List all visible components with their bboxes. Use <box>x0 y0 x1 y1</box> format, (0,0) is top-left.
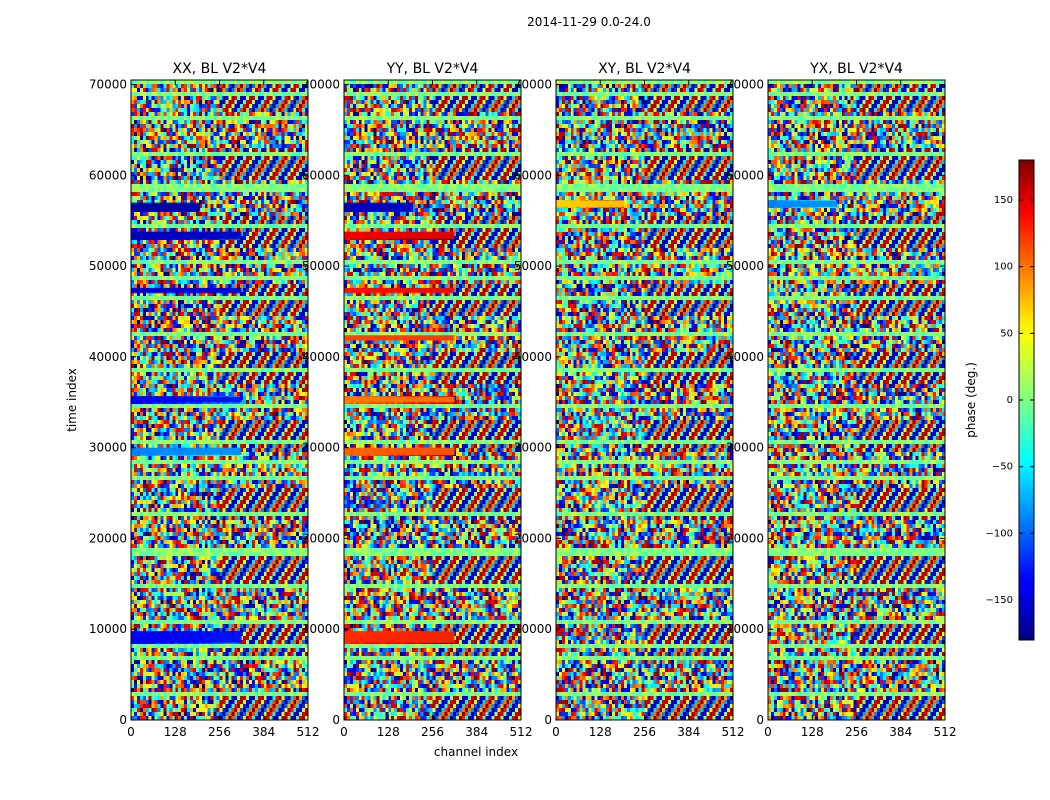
colorbar-tick-label: −50 <box>992 462 1013 473</box>
y-tick-label: 60000 <box>514 168 552 182</box>
y-tick-label: 70000 <box>514 78 552 92</box>
y-tick-label: 10000 <box>89 622 127 636</box>
coherent-band <box>344 335 455 341</box>
panel: YY, BL V2*V4 0 128 256 384 512 0 10000 20000 3000… <box>302 61 533 739</box>
colorbar-tick-label: −150 <box>986 595 1013 606</box>
x-tick-label: 384 <box>677 725 700 739</box>
x-tick-label: 256 <box>633 725 656 739</box>
y-tick-label: 20000 <box>726 531 764 545</box>
y-tick-label: 10000 <box>726 622 764 636</box>
colorbar-tick-label: 150 <box>994 195 1013 206</box>
y-tick-label: 0 <box>756 713 764 727</box>
colorbar-tick-label: −100 <box>986 528 1013 539</box>
panel: YX, BL V2*V4 0 128 256 384 512 0 10000 20000 3000… <box>726 61 957 739</box>
panel-title: YX, BL V2*V4 <box>809 61 903 77</box>
coherent-band <box>131 231 242 239</box>
y-tick-label: 70000 <box>726 78 764 92</box>
colorbar-tick-label: 50 <box>1000 328 1013 339</box>
coherent-band <box>344 447 455 455</box>
coherent-band <box>344 202 414 212</box>
coherent-band <box>131 202 201 212</box>
y-tick-label: 30000 <box>514 441 552 455</box>
y-tick-label: 40000 <box>89 350 127 364</box>
x-tick-label: 256 <box>845 725 868 739</box>
y-tick-label: 20000 <box>514 531 552 545</box>
x-tick-label: 512 <box>297 725 320 739</box>
x-tick-label: 512 <box>722 725 745 739</box>
y-tick-label: 30000 <box>726 441 764 455</box>
coherent-band <box>131 447 242 455</box>
panel-title: YY, BL V2*V4 <box>386 61 479 77</box>
coherent-band <box>344 396 455 403</box>
panel-title: XY, BL V2*V4 <box>598 61 691 77</box>
y-axis-label: time index <box>65 368 79 432</box>
colorbar-tick-label: 0 <box>1007 395 1013 406</box>
x-tick-label: 512 <box>510 725 533 739</box>
y-tick-label: 50000 <box>89 259 127 273</box>
coherent-band <box>344 231 455 239</box>
x-tick-label: 0 <box>340 725 348 739</box>
y-tick-label: 70000 <box>302 78 340 92</box>
y-tick-label: 50000 <box>514 259 552 273</box>
y-tick-label: 70000 <box>89 78 127 92</box>
coherent-band <box>344 287 455 294</box>
y-tick-label: 10000 <box>302 622 340 636</box>
coherent-band <box>556 200 626 208</box>
y-tick-label: 50000 <box>302 259 340 273</box>
y-tick-label: 30000 <box>89 441 127 455</box>
x-tick-label: 384 <box>252 725 275 739</box>
y-tick-label: 0 <box>332 713 340 727</box>
y-tick-label: 60000 <box>726 168 764 182</box>
y-tick-label: 40000 <box>514 350 552 364</box>
y-tick-label: 20000 <box>302 531 340 545</box>
x-tick-label: 512 <box>934 725 957 739</box>
x-tick-label: 256 <box>421 725 444 739</box>
y-tick-label: 60000 <box>302 168 340 182</box>
y-tick-label: 40000 <box>302 350 340 364</box>
x-tick-label: 384 <box>465 725 488 739</box>
x-tick-label: 256 <box>208 725 231 739</box>
phase-heatmap <box>556 80 733 720</box>
coherent-band <box>344 631 455 643</box>
y-tick-label: 20000 <box>89 531 127 545</box>
panel: XX, BL V2*V4 0 128 256 384 512 0 10000 20000 3000… <box>89 61 320 739</box>
colorbar-label: phase (deg.) <box>964 362 978 438</box>
colorbar-ticks: 150 100 50 0 −50 −100 −150 <box>986 195 1034 606</box>
y-tick-label: 0 <box>119 713 127 727</box>
x-tick-label: 0 <box>764 725 772 739</box>
x-tick-label: 128 <box>589 725 612 739</box>
y-tick-label: 60000 <box>89 168 127 182</box>
coherent-band <box>131 631 242 643</box>
suptitle: 2014-11-29 0.0-24.0 <box>527 15 651 29</box>
x-tick-label: 128 <box>164 725 187 739</box>
coherent-band <box>768 200 838 208</box>
y-tick-label: 10000 <box>514 622 552 636</box>
panel-title: XX, BL V2*V4 <box>173 61 267 77</box>
x-tick-label: 0 <box>127 725 135 739</box>
y-tick-label: 0 <box>544 713 552 727</box>
colorbar-tick-label: 100 <box>994 262 1013 273</box>
y-tick-label: 40000 <box>726 350 764 364</box>
panels: XX, BL V2*V4 0 128 256 384 512 0 10000 20000 3000… <box>89 61 957 739</box>
x-axis-label: channel index <box>434 745 518 759</box>
y-tick-label: 30000 <box>302 441 340 455</box>
y-tick-label: 50000 <box>726 259 764 273</box>
coherent-band <box>131 396 242 403</box>
x-tick-label: 384 <box>889 725 912 739</box>
x-tick-label: 0 <box>552 725 560 739</box>
x-tick-label: 128 <box>377 725 400 739</box>
coherent-band <box>131 287 242 294</box>
x-tick-label: 128 <box>801 725 824 739</box>
phase-heatmap <box>768 80 945 720</box>
panel: XY, BL V2*V4 0 128 256 384 512 0 10000 20000 3000… <box>514 61 745 739</box>
